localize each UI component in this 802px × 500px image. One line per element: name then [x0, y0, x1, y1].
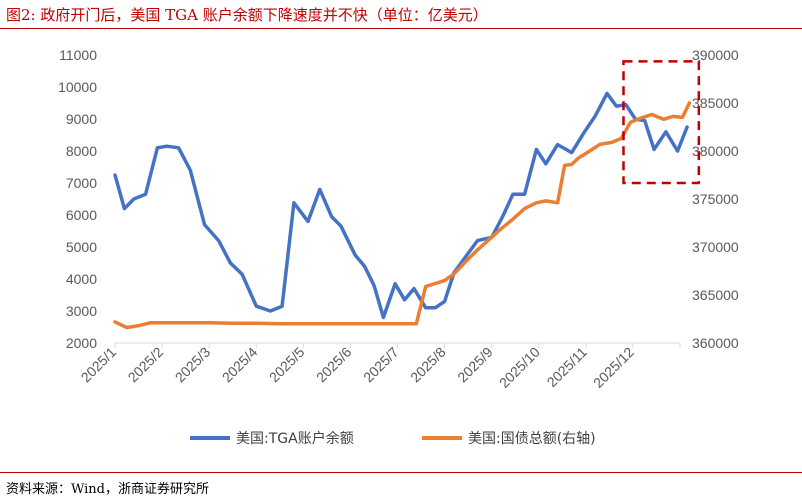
y-right-tick-label: 385000 [692, 95, 739, 111]
figure-title: 图2: 政府开门后，美国 TGA 账户余额下降速度并不快（单位：亿美元） [6, 6, 488, 24]
legend-item-tga-label: 美国:TGA账户余额 [236, 430, 354, 447]
x-tick-label: 2025/9 [454, 344, 496, 386]
x-tick-label: 2025/3 [172, 344, 214, 386]
y-left-tick-label: 2000 [66, 335, 97, 351]
source-note: 资料来源：Wind，浙商证券研究所 [6, 482, 209, 497]
bottom-rule [0, 472, 802, 473]
legend-item-debt-label: 美国:国债总额(右轴) [468, 431, 596, 447]
highlight-box [622, 60, 701, 185]
y-left-tick-label: 6000 [66, 207, 97, 223]
x-tick-label: 2025/5 [266, 344, 308, 386]
y-left-tick-label: 8000 [66, 143, 97, 159]
series-line-debt [113, 101, 692, 330]
y-left-tick-label: 7000 [66, 175, 97, 191]
x-tick-label: 2025/12 [590, 344, 637, 391]
series-line-tga [113, 91, 689, 320]
x-tick-label: 2025/8 [407, 344, 449, 386]
x-tick-label: 2025/4 [219, 344, 261, 386]
y-right-tick-label: 375000 [692, 191, 739, 207]
x-tick-label: 2025/11 [544, 344, 591, 391]
x-tick-label: 2025/6 [313, 344, 355, 386]
x-tick-label: 2025/2 [125, 344, 167, 386]
y-right-tick-label: 365000 [692, 287, 739, 303]
x-tick-label: 2025/7 [360, 344, 402, 386]
y-right-tick-label: 380000 [692, 143, 739, 159]
y-left-tick-label: 9000 [66, 111, 97, 127]
y-left-tick-label: 3000 [66, 303, 97, 319]
y-left-tick-label: 4000 [66, 271, 97, 287]
y-left-tick-label: 10000 [58, 79, 97, 95]
y-left-tick-label: 11000 [59, 47, 97, 63]
title-rule [0, 28, 802, 29]
y-right-tick-label: 390000 [692, 47, 739, 63]
x-tick-label: 2025/10 [496, 344, 543, 391]
y-right-tick-label: 370000 [692, 239, 739, 255]
y-right-tick-label: 360000 [692, 335, 739, 351]
y-left-tick-label: 5000 [66, 239, 97, 255]
